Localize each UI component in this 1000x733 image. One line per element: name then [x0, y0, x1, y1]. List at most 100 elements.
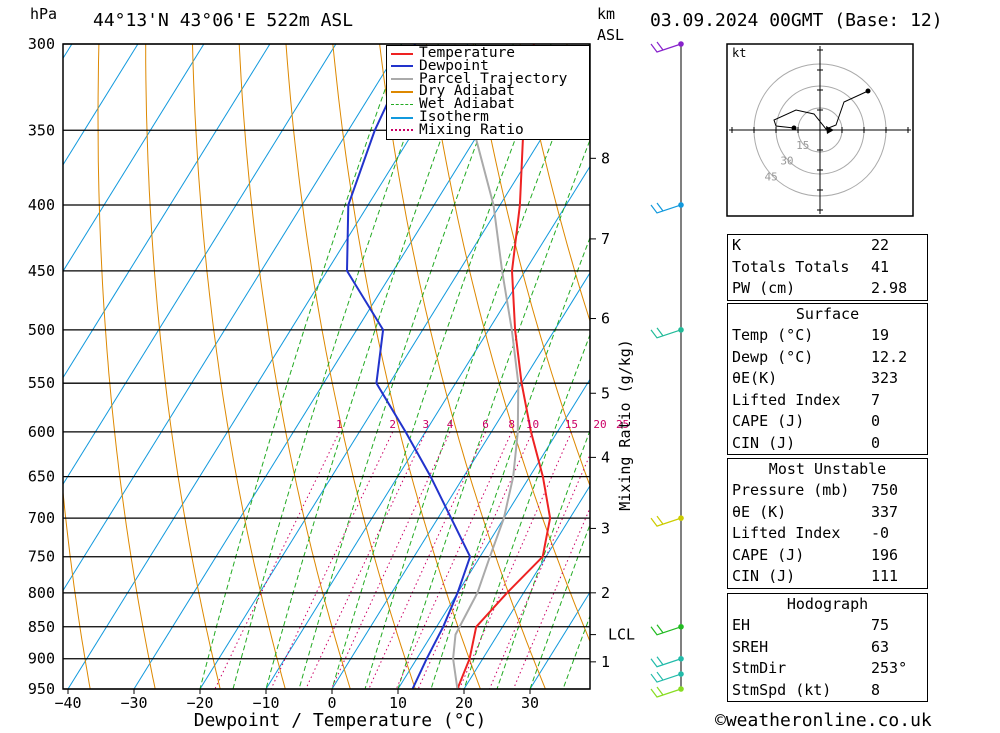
dry-adiabat: [145, 44, 221, 689]
k-value: 22: [871, 236, 890, 254]
mixing-ratio-line: [305, 431, 427, 689]
tt-value: 41: [871, 257, 890, 276]
dry-adiabat: [941, 44, 1000, 695]
pressure-tick-label: 800: [28, 584, 55, 602]
mixing-ratio-line: [489, 453, 590, 689]
pressure-tick-label: 700: [28, 509, 55, 527]
surface-dewp-label: Dewp (°C): [732, 347, 814, 366]
header: hPa 44°13'N 43°06'E 522m ASL km ASL 03.0…: [0, 0, 1000, 44]
pw-value: 2.98: [871, 279, 908, 297]
hodograph-point: [791, 125, 797, 131]
legend-label: Dry Adiabat: [419, 83, 516, 100]
hodograph-ring-label: 30: [780, 155, 793, 168]
legend-swatch: [391, 116, 413, 119]
surface-table: Surface Temp (°C) 19 Dewp (°C) 12.2 θE(K) 3…: [727, 303, 928, 455]
hodograph-table: Hodograph EH 75 SREH 63 StmDir 253° StmSpd …: [727, 593, 928, 702]
mixing-ratio-line: [214, 431, 340, 689]
indices-table: K 22 Totals Totals 41 PW (cm) 2.98: [727, 234, 928, 301]
hodograph-unit: kt: [732, 46, 746, 60]
mixing-ratio-label: 6: [482, 418, 489, 431]
surface-cin: 0: [871, 433, 881, 452]
legend-label: Mixing Ratio: [419, 121, 524, 138]
mixing-ratio-label: 2: [389, 418, 396, 431]
plot-frame: [62, 43, 591, 690]
isotherm-line: [397, 378, 590, 689]
x-tick-label: 20: [455, 694, 473, 712]
mu-title: Most Unstable: [768, 460, 887, 478]
surface-temp-label: Temp (°C): [732, 326, 814, 344]
most-unstable-table: Most Unstable Pressure (mb) 750 θE (K) 337…: [727, 458, 928, 589]
eh-value: 75: [871, 616, 890, 634]
y2-axis-title: Mixing Ratio (g/kg): [616, 339, 634, 511]
pressure-tick-label: 300: [28, 35, 55, 53]
legend-label: Wet Adiabat: [419, 96, 516, 113]
km-tick-label: 2: [601, 584, 610, 602]
legend-swatch: [391, 129, 413, 132]
legend-swatch: [391, 90, 413, 93]
legend-item: Isotherm: [391, 109, 489, 125]
km-tick-label: 6: [601, 310, 610, 328]
pressure-tick-label: 600: [28, 423, 55, 441]
legend-item: Dry Adiabat: [391, 83, 516, 100]
x-tick-label: −20: [186, 694, 213, 712]
pressure-tick-label: 450: [28, 262, 55, 280]
isotherm-line: [63, 44, 403, 592]
hodograph-ring-label: 45: [764, 171, 777, 184]
mixing-ratio-line: [368, 431, 487, 689]
mixing-ratio-line: [330, 431, 451, 689]
wind-barb: [650, 515, 682, 527]
wet-adiabat: [397, 138, 590, 689]
mu-li: -0: [871, 524, 890, 542]
x-tick-label: −10: [252, 694, 279, 712]
wind-barb: [650, 41, 682, 53]
credit-link[interactable]: ©weatheronline.co.uk: [715, 710, 932, 731]
surface-dewp: 12.2: [871, 347, 908, 366]
stmspd-value: 8: [871, 680, 881, 699]
legend: Temperature Dewpoint Parcel Trajectory Dry …: [386, 45, 590, 140]
pressure-tick-label: 550: [28, 374, 55, 392]
legend-label: Isotherm: [419, 109, 489, 125]
datetime-title: 03.09.2024 00GMT (Base: 12): [650, 10, 943, 31]
wind-barb: [650, 624, 682, 636]
surface-li-label: Lifted Index: [732, 390, 841, 409]
asl-label: ASL: [597, 26, 625, 44]
legend-item: Temperature: [391, 46, 515, 60]
x-axis-title: Dewpoint / Temperature (°C): [194, 710, 487, 731]
legend-swatch: [391, 104, 413, 106]
surface-theta: 323: [871, 369, 899, 387]
pressure-tick-label: 750: [28, 548, 55, 566]
mu-cape-label: CAPE (J): [732, 545, 805, 564]
surface-cin-label: CIN (J): [732, 433, 796, 452]
hodograph-trace: [773, 90, 869, 130]
mu-pressure-label: Pressure (mb): [732, 481, 850, 499]
mixing-ratio-label: 3: [422, 418, 429, 431]
wind-barb: [650, 686, 682, 698]
mu-cin-label: CIN (J): [732, 567, 796, 585]
series-temperature: [456, 44, 552, 689]
legend-item: Wet Adiabat: [391, 96, 516, 113]
pressure-tick-label: 650: [28, 468, 55, 486]
series-parcel-trajectory: [452, 44, 520, 689]
surface-theta-label: θE(K): [732, 369, 778, 387]
legend-swatch: [391, 78, 413, 81]
isotherm-line: [133, 44, 535, 689]
mixing-ratio-label: 1: [336, 418, 343, 431]
km-tick-label: 3: [601, 519, 610, 537]
legend-label: Dewpoint: [419, 57, 489, 74]
mixing-ratio-label: 4: [447, 418, 454, 431]
tt-label: Totals Totals: [732, 257, 850, 276]
hodograph-ring-label: 15: [796, 139, 809, 152]
wet-adiabat: [265, 44, 477, 689]
mu-li-label: Lifted Index: [732, 524, 841, 542]
isotherm-line: [63, 44, 139, 166]
isotherm-line: [63, 44, 271, 379]
pressure-tick-label: 500: [28, 321, 55, 339]
eh-label: EH: [732, 616, 751, 634]
km-tick-label: 1: [601, 653, 610, 671]
x-tick-label: 0: [327, 694, 336, 712]
sreh-label: SREH: [732, 637, 769, 656]
mixing-ratio-label: 15: [565, 418, 578, 431]
sreh-value: 63: [871, 637, 890, 656]
x-tick-label: 30: [521, 694, 539, 712]
